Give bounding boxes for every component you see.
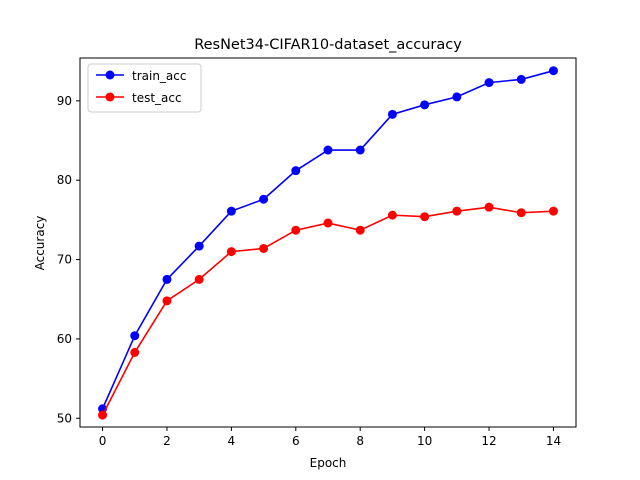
train-acc-point	[130, 331, 140, 341]
train-acc-point	[452, 92, 462, 102]
legend-box	[87, 63, 202, 113]
x-tick-label: 10	[417, 434, 432, 448]
test-acc-point	[323, 218, 333, 228]
x-tick-label: 0	[99, 434, 107, 448]
train-acc-point	[548, 66, 558, 76]
x-tick-label: 6	[292, 434, 300, 448]
x-axis-label: Epoch	[310, 456, 347, 470]
x-tick-label: 8	[356, 434, 364, 448]
test-acc-point	[516, 208, 526, 218]
test-acc-point	[484, 202, 494, 212]
train-acc-point	[291, 166, 301, 176]
plot-frame	[79, 57, 577, 428]
x-tick-label: 2	[163, 434, 171, 448]
axes: 0 2 4 6 8 10 12 14 50 60 70 80 90	[57, 57, 577, 448]
train-acc-point	[162, 274, 172, 284]
legend-train-marker	[105, 70, 115, 80]
test-acc-point	[548, 206, 558, 216]
chart-title: ResNet34-CIFAR10-dataset_accuracy	[194, 37, 462, 53]
y-axis-label: Accuracy	[33, 216, 47, 271]
train-acc-point	[516, 74, 526, 84]
y-tick-label: 90	[57, 94, 72, 108]
x-tick-label: 4	[228, 434, 236, 448]
y-tick-label: 60	[57, 332, 72, 346]
legend-test-label: test_acc	[132, 91, 182, 105]
test-acc-point	[452, 206, 462, 216]
series-layer	[98, 66, 558, 420]
test-acc-point	[355, 225, 365, 235]
test-acc-point	[420, 212, 430, 222]
test-acc-point	[387, 210, 397, 220]
train-acc-point	[226, 206, 236, 216]
train-acc-point	[387, 109, 397, 119]
train-acc-point	[194, 241, 204, 251]
train-acc-point	[259, 194, 269, 204]
train-acc-point	[484, 78, 494, 88]
test-acc-point	[162, 296, 172, 306]
x-tick-label: 12	[481, 434, 496, 448]
train-acc-point	[355, 145, 365, 155]
train-acc-point	[323, 145, 333, 155]
x-tick-label: 14	[546, 434, 561, 448]
test-acc-line	[101, 206, 554, 416]
test-acc-point	[259, 243, 269, 253]
test-acc-point	[291, 225, 301, 235]
y-tick-label: 80	[57, 173, 72, 187]
legend-test-marker	[105, 92, 115, 102]
legend-train-label: train_acc	[132, 69, 186, 83]
train-acc-line	[101, 69, 554, 410]
y-tick-label: 70	[57, 253, 72, 267]
legend: train_acc test_acc	[87, 63, 202, 113]
test-acc-point	[226, 247, 236, 257]
test-acc-point	[194, 274, 204, 284]
y-tick-label: 50	[57, 411, 72, 425]
test-acc-point	[130, 347, 140, 357]
train-acc-point	[420, 100, 430, 110]
test-acc-point	[98, 410, 108, 420]
